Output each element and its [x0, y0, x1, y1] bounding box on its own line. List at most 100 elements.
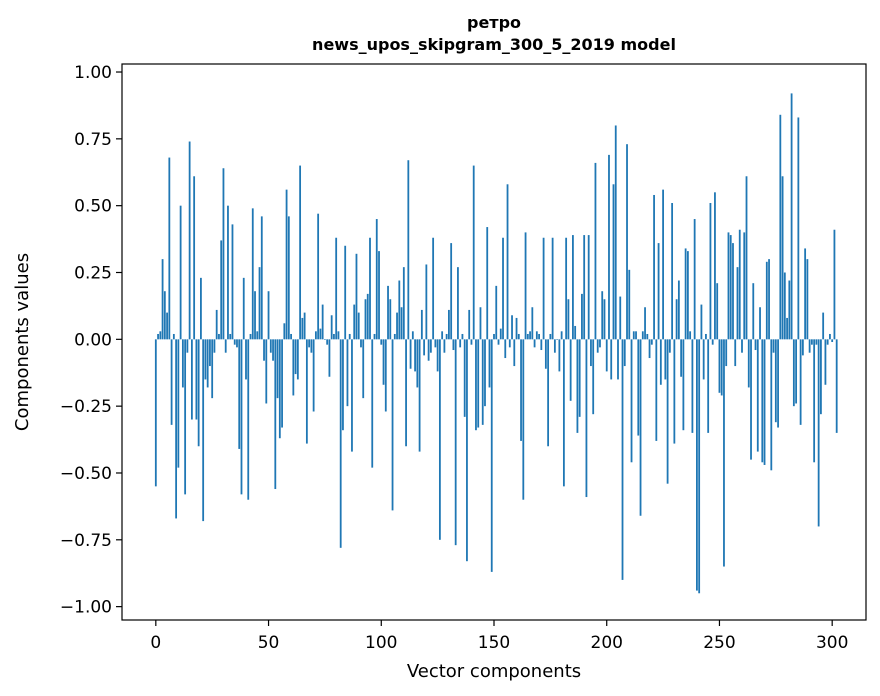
bar-182 [565, 237, 568, 340]
bar-109 [400, 307, 403, 340]
bar-211 [630, 339, 633, 463]
bar-270 [763, 339, 766, 465]
bar-32 [227, 205, 229, 340]
bar-175 [549, 333, 552, 340]
bar-8 [172, 333, 175, 340]
bar-120 [425, 264, 428, 340]
x-axis-label: Vector components [407, 661, 581, 682]
bar-64 [299, 165, 302, 340]
bar-78 [330, 315, 333, 340]
y-tick-label: 1.00 [74, 63, 112, 83]
bar-286 [799, 339, 802, 425]
bar-200 [605, 339, 608, 372]
bar-248 [714, 192, 716, 340]
bar-51 [269, 339, 272, 353]
bar-165 [526, 333, 529, 340]
bar-264 [750, 339, 752, 460]
bar-131 [450, 243, 453, 340]
bar-75 [324, 339, 326, 340]
bar-26 [213, 339, 216, 353]
bar-24 [209, 339, 211, 367]
bar-257 [734, 339, 737, 367]
bar-100 [380, 339, 383, 345]
bar-0 [154, 339, 157, 487]
bar-74 [321, 304, 324, 340]
bar-102 [384, 339, 387, 412]
x-tick-label: 250 [703, 633, 735, 653]
bar-108 [398, 280, 401, 340]
bar-300 [831, 339, 834, 342]
bar-90 [357, 312, 360, 340]
bar-285 [797, 117, 800, 340]
bar-127 [441, 331, 444, 340]
bar-39 [242, 277, 245, 340]
bar-186 [574, 325, 577, 340]
bar-92 [362, 339, 365, 399]
bar-271 [765, 261, 768, 340]
bar-206 [619, 296, 622, 340]
bar-151 [495, 285, 498, 340]
bar-80 [335, 237, 338, 340]
bar-144 [479, 307, 482, 340]
bar-299 [829, 333, 831, 340]
bar-126 [438, 339, 441, 540]
bar-149 [490, 339, 493, 572]
bar-266 [754, 339, 757, 351]
bar-258 [736, 267, 739, 340]
bar-140 [470, 339, 473, 345]
bar-41 [247, 339, 250, 500]
bar-275 [774, 339, 777, 423]
bar-147 [486, 227, 489, 340]
bar-178 [556, 339, 559, 340]
bar-53 [274, 339, 277, 490]
bar-298 [826, 339, 829, 345]
bar-91 [360, 339, 362, 348]
bar-7 [170, 339, 173, 425]
bar-105 [391, 339, 394, 511]
bar-12 [181, 339, 184, 388]
bar-15 [188, 141, 191, 340]
bar-169 [535, 331, 538, 340]
bar-296 [822, 312, 825, 340]
bar-69 [310, 339, 313, 353]
bar-292 [813, 339, 816, 463]
bar-171 [540, 339, 543, 351]
bar-188 [578, 339, 581, 417]
bar-260 [741, 339, 743, 353]
bar-89 [355, 253, 358, 340]
bar-118 [420, 309, 423, 340]
bar-54 [276, 339, 279, 399]
bar-115 [414, 339, 416, 372]
bar-66 [303, 312, 306, 340]
bar-11 [179, 205, 182, 340]
bar-223 [657, 243, 660, 340]
y-tick-label: 0.25 [74, 264, 112, 284]
bar-244 [705, 333, 707, 340]
bar-181 [562, 339, 565, 487]
bar-17 [193, 176, 196, 340]
bar-192 [587, 235, 590, 340]
bar-251 [720, 339, 723, 396]
bar-3 [161, 259, 164, 340]
bar-269 [761, 339, 764, 463]
x-tick-label: 150 [478, 633, 510, 653]
bar-37 [238, 339, 241, 449]
bar-103 [387, 285, 389, 340]
bar-159 [513, 339, 516, 367]
bar-261 [743, 232, 746, 340]
bar-255 [729, 235, 732, 340]
bar-93 [364, 299, 367, 340]
bar-119 [423, 339, 426, 356]
bar-190 [583, 235, 586, 340]
bar-238 [691, 339, 694, 433]
bar-6 [168, 157, 171, 340]
bar-113 [409, 339, 412, 369]
bar-30 [222, 168, 225, 340]
bar-129 [445, 333, 448, 340]
bar-247 [711, 339, 714, 345]
bar-293 [815, 339, 818, 345]
bar-45 [256, 331, 259, 340]
bar-189 [581, 293, 583, 340]
bar-167 [531, 307, 534, 340]
bar-202 [610, 339, 613, 380]
